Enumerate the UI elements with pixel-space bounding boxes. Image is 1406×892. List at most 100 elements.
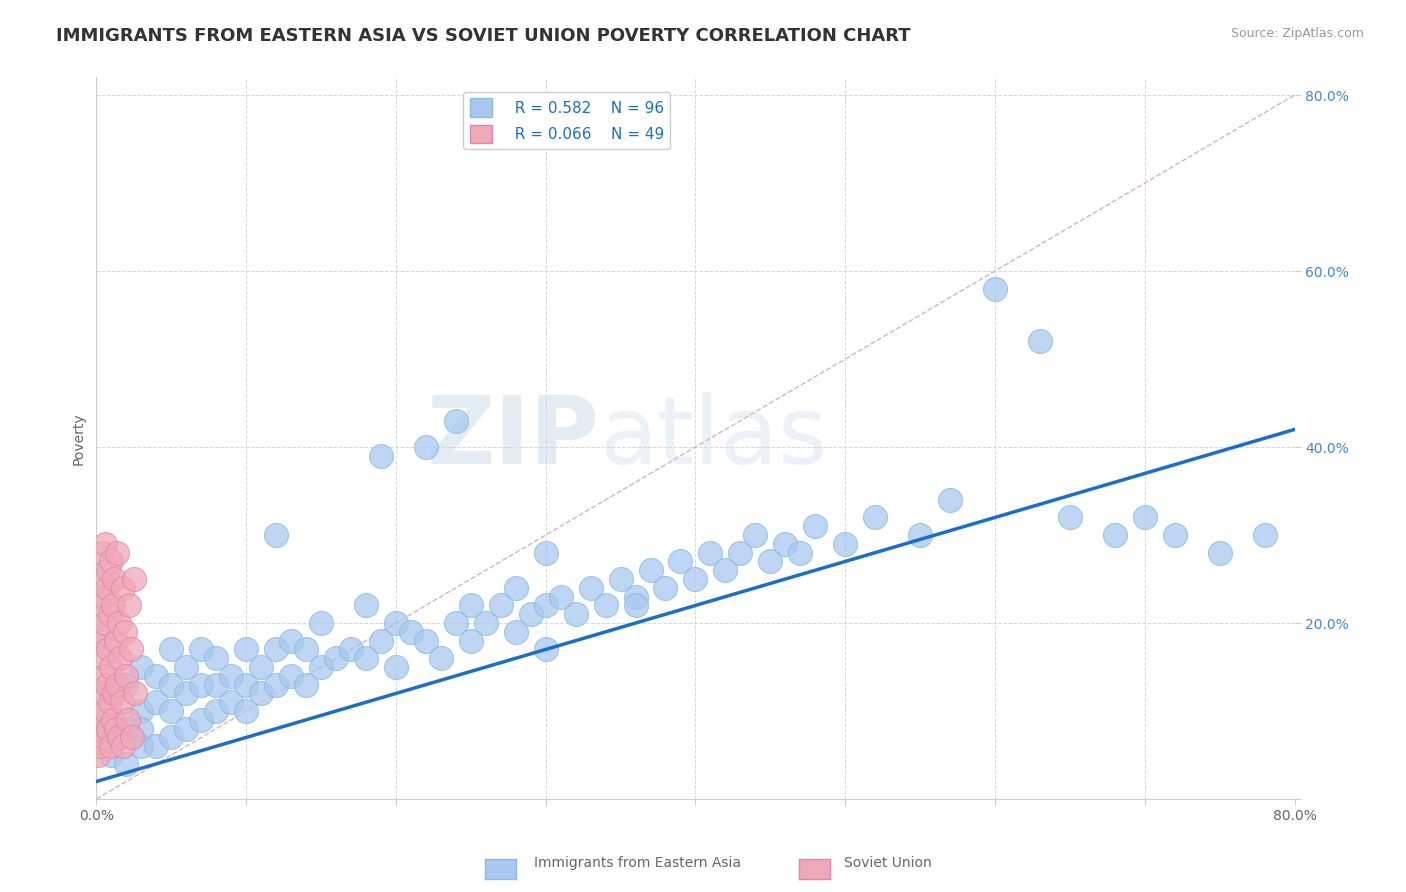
Point <box>100 739 122 754</box>
Point <box>399 624 422 639</box>
Point <box>714 563 737 577</box>
Point <box>100 747 122 762</box>
Point <box>93 731 115 745</box>
Point <box>120 642 142 657</box>
Point <box>145 739 167 754</box>
Point <box>264 528 287 542</box>
Point <box>122 572 145 586</box>
Point <box>295 642 318 657</box>
Point <box>534 599 557 613</box>
Point <box>190 713 212 727</box>
Point <box>1253 528 1275 542</box>
Point <box>505 624 527 639</box>
Point <box>219 695 242 709</box>
Point <box>235 642 257 657</box>
Point <box>103 686 125 700</box>
Point <box>385 660 408 674</box>
Point <box>89 722 111 736</box>
Point <box>370 633 392 648</box>
Point <box>415 633 437 648</box>
Point <box>101 713 124 727</box>
Point <box>460 633 482 648</box>
Point <box>91 713 114 727</box>
Y-axis label: Poverty: Poverty <box>72 412 86 465</box>
Point <box>595 599 617 613</box>
Point <box>205 704 228 718</box>
Point <box>115 756 138 771</box>
Point <box>190 642 212 657</box>
Point <box>984 282 1007 296</box>
Point <box>100 660 122 674</box>
Point <box>115 722 138 736</box>
Point <box>97 722 120 736</box>
Point <box>160 731 183 745</box>
Text: ZIP: ZIP <box>426 392 599 484</box>
Point <box>100 686 122 700</box>
Point <box>775 537 797 551</box>
Point <box>129 660 152 674</box>
Point <box>117 713 139 727</box>
Point <box>94 704 117 718</box>
Point <box>205 651 228 665</box>
Text: Source: ZipAtlas.com: Source: ZipAtlas.com <box>1230 27 1364 40</box>
Point <box>124 686 146 700</box>
Point <box>129 739 152 754</box>
Point <box>430 651 453 665</box>
Point <box>111 695 134 709</box>
Point <box>579 581 602 595</box>
Point <box>640 563 662 577</box>
Point <box>669 554 692 568</box>
Point <box>87 747 110 762</box>
Point <box>93 669 115 683</box>
Point <box>519 607 541 622</box>
Point <box>264 678 287 692</box>
Point <box>264 642 287 657</box>
Point <box>121 731 143 745</box>
Point <box>118 599 141 613</box>
Point <box>354 599 377 613</box>
Point <box>460 599 482 613</box>
Point <box>1163 528 1185 542</box>
Point <box>101 599 124 613</box>
Point <box>96 678 118 692</box>
Point <box>160 704 183 718</box>
Point <box>108 615 131 630</box>
Point <box>160 678 183 692</box>
Text: atlas: atlas <box>599 392 828 484</box>
Point <box>90 572 112 586</box>
Point <box>90 739 112 754</box>
Point <box>534 642 557 657</box>
Point <box>129 722 152 736</box>
Point <box>939 492 962 507</box>
Point <box>112 581 135 595</box>
Point <box>129 704 152 718</box>
Point <box>444 615 467 630</box>
Point <box>100 554 122 568</box>
Point <box>789 546 811 560</box>
Point <box>98 695 121 709</box>
Text: Soviet Union: Soviet Union <box>844 856 931 870</box>
Point <box>1029 334 1052 349</box>
Point <box>112 739 135 754</box>
Point <box>105 678 128 692</box>
Point <box>89 686 111 700</box>
Legend:   R = 0.582    N = 96,   R = 0.066    N = 49: R = 0.582 N = 96, R = 0.066 N = 49 <box>464 92 671 150</box>
Point <box>190 678 212 692</box>
Point <box>90 651 112 665</box>
Point <box>699 546 721 560</box>
Point <box>87 633 110 648</box>
Point <box>834 537 856 551</box>
Point <box>309 660 332 674</box>
Point <box>205 678 228 692</box>
Point <box>97 642 120 657</box>
Point <box>250 686 273 700</box>
Point <box>104 633 127 648</box>
Point <box>89 599 111 613</box>
Point <box>93 590 115 604</box>
Point <box>444 414 467 428</box>
Point <box>309 615 332 630</box>
Point <box>804 519 827 533</box>
Text: Immigrants from Eastern Asia: Immigrants from Eastern Asia <box>534 856 741 870</box>
Point <box>624 590 647 604</box>
Point <box>94 537 117 551</box>
